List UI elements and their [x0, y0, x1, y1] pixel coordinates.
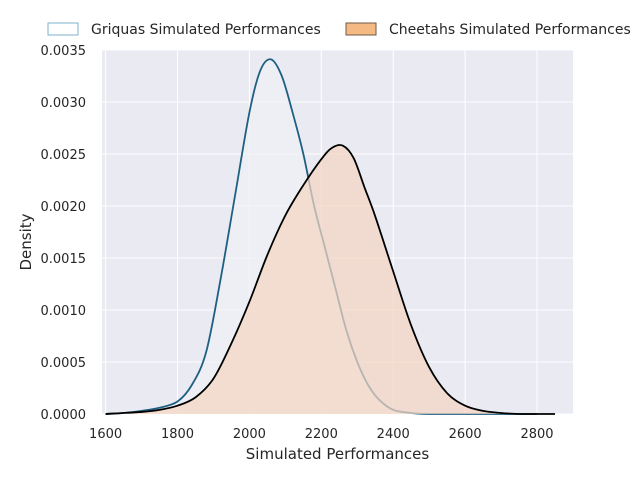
- legend-label-1: Griquas Simulated Performances: [91, 22, 321, 38]
- y-axis-label: Density: [17, 213, 35, 270]
- series-area-2: [105, 144, 556, 414]
- y-tick-label: 0.0025: [41, 148, 87, 163]
- y-axis-ticks: 0.0000 0.0005 0.0010 0.0015 0.0020 0.0025 0.00…: [41, 44, 87, 423]
- series-layer: [105, 58, 556, 415]
- legend-label-2: Cheetahs Simulated Performances: [389, 22, 631, 38]
- x-tick-label: 1800: [161, 427, 194, 442]
- x-tick-label: 2000: [233, 427, 266, 442]
- y-tick-label: 0.0030: [41, 96, 87, 111]
- legend-swatch-2: [345, 22, 377, 36]
- y-tick-label: 0.0000: [41, 408, 87, 423]
- x-tick-label: 2400: [377, 427, 410, 442]
- legend: Griquas Simulated Performances Cheetahs S…: [47, 22, 631, 38]
- x-tick-label: 2200: [305, 427, 338, 442]
- x-tick-label: 1600: [89, 427, 122, 442]
- y-tick-label: 0.0015: [41, 252, 87, 267]
- y-tick-label: 0.0005: [41, 356, 87, 371]
- x-tick-label: 2800: [520, 427, 553, 442]
- legend-swatch-1: [47, 22, 79, 36]
- y-tick-label: 0.0020: [41, 200, 87, 215]
- x-axis-label: Simulated Performances: [246, 445, 430, 463]
- y-tick-label: 0.0010: [41, 304, 87, 319]
- y-tick-label: 0.0035: [41, 44, 87, 59]
- x-tick-label: 2600: [449, 427, 482, 442]
- series-line-2: [105, 144, 556, 415]
- x-axis-ticks: 1600 1800 2000 2200 2400 2600 2800: [89, 427, 554, 442]
